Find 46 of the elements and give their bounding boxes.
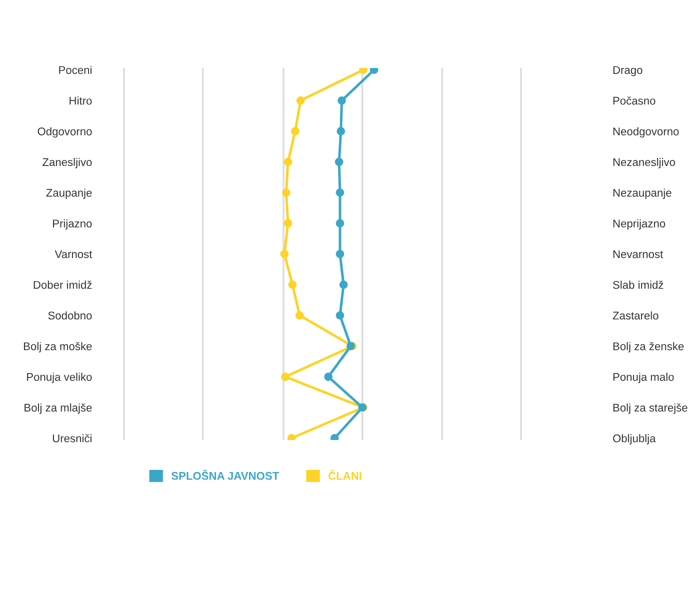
y-tick-label: Varnost xyxy=(54,250,92,258)
y-tick-label: Dober imidž xyxy=(34,280,92,289)
y-tick-label: Bolj za mlajše xyxy=(24,403,92,414)
point xyxy=(336,188,344,197)
y-tick-label: Zanesljivo xyxy=(42,158,92,168)
legend-label: SPLOŠNA JAVNOST xyxy=(171,470,280,480)
y2-tick-label: Bolj za starejše xyxy=(613,403,688,414)
y2-tick-label: Zastarelo xyxy=(612,311,658,320)
point xyxy=(284,158,292,166)
point xyxy=(288,280,297,289)
y-tick-label: Poceni xyxy=(59,66,92,74)
legend-label: ČLANI xyxy=(328,470,362,480)
y2-tick-label: Počasno xyxy=(613,96,656,105)
y2-tick-label: Neodgovorno xyxy=(613,127,679,138)
y2-tick-label: Nezanesljivo xyxy=(613,158,676,168)
y2-tick-label: Ponuja malo xyxy=(613,372,674,384)
y-tick-label: Hitro xyxy=(70,96,92,105)
y2-tick-label: Neprijazno xyxy=(613,219,666,230)
y2-tick-label: Nezaupanje xyxy=(613,188,672,199)
point xyxy=(336,311,344,320)
y-tick-label: Ponuja veliko xyxy=(27,372,92,384)
point xyxy=(296,96,305,105)
point xyxy=(324,372,332,381)
y-tick-label: Sodobno xyxy=(48,311,92,320)
point xyxy=(290,127,300,136)
point xyxy=(280,250,289,258)
y-tick-label: Odgovorno xyxy=(38,127,92,138)
point xyxy=(284,219,292,228)
y2-tick-label: Nevarnost xyxy=(613,250,664,258)
point xyxy=(295,311,304,320)
point xyxy=(281,372,290,381)
y-tick-label: Bolj za moške xyxy=(24,342,92,352)
y-tick-label: Zaupanje xyxy=(46,188,92,199)
point xyxy=(282,188,290,197)
y2-tick-label: Bolj za ženske xyxy=(613,342,684,352)
y2-tick-label: Obljublja xyxy=(613,434,656,444)
y2-tick-label: Drago xyxy=(613,66,642,76)
point xyxy=(336,127,346,136)
y-tick-label: Prijazno xyxy=(52,219,92,230)
y2-tick-label: Slab imidž xyxy=(613,280,664,289)
y-tick-label: Uresniči xyxy=(52,434,92,442)
point xyxy=(336,250,344,258)
point xyxy=(339,280,348,289)
point xyxy=(338,96,346,105)
point xyxy=(336,219,344,228)
point xyxy=(334,158,344,166)
